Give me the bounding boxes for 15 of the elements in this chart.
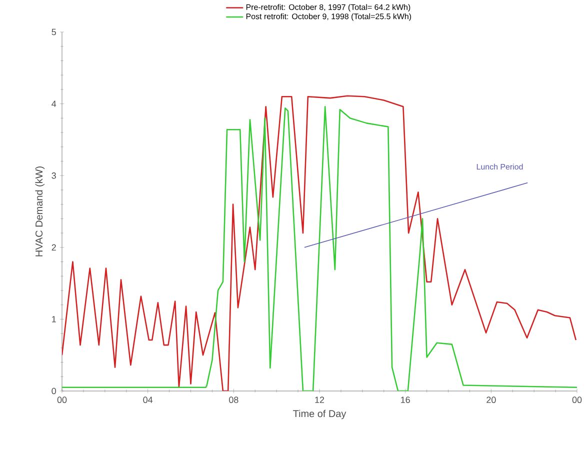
x-tick-label: 20 — [486, 396, 496, 403]
x-tick-label: 04 — [143, 396, 153, 403]
y-tick-label: 2 — [52, 244, 56, 251]
x-axis-title: Time of Day — [293, 410, 346, 420]
x-tick-label: 00 — [57, 396, 67, 403]
x-tick-label: 12 — [315, 396, 324, 403]
y-tick-label: 0 — [52, 388, 56, 394]
x-tick-label: 00 — [572, 396, 582, 403]
y-tick-label: 3 — [52, 172, 56, 179]
y-tick-label: 5 — [52, 28, 56, 36]
x-tick-label: 08 — [229, 396, 238, 403]
y-axis-title: HVAC Demand (kW) — [35, 166, 45, 256]
y-tick-label: 4 — [52, 100, 56, 107]
y-tick-label: 1 — [52, 316, 56, 322]
x-tick-label: 16 — [401, 396, 410, 403]
